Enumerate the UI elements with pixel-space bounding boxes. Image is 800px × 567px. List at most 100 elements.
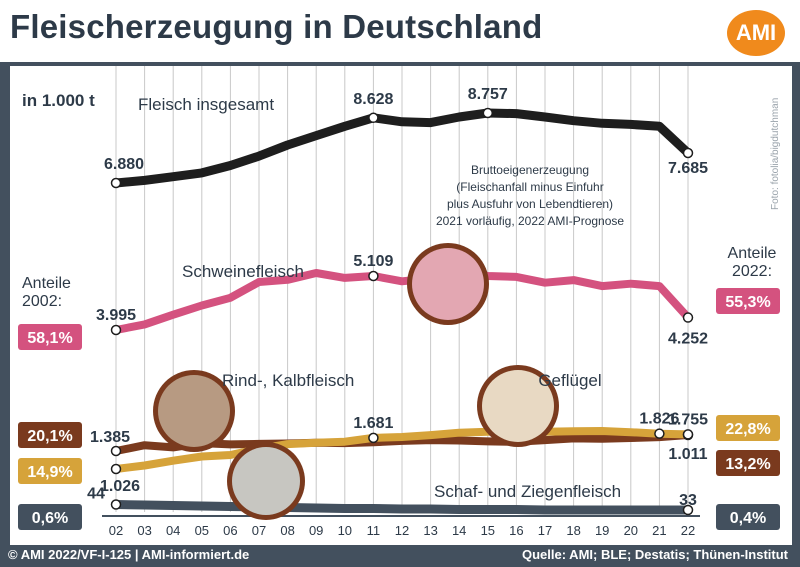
photos [153, 243, 559, 520]
poultry-share-2002-text: 14,9% [27, 464, 72, 481]
x-tick-label: 05 [195, 523, 209, 538]
beef-series-name: Rind-, Kalbfleisch [222, 371, 354, 390]
pork-share-2002-text: 58,1% [27, 330, 72, 347]
x-tick-label: 10 [338, 523, 352, 538]
pork-point-marker [682, 312, 694, 323]
total-line [111, 108, 693, 188]
chart-text: Fleisch insgesamt Schweinefleisch Rind-, K… [22, 91, 777, 501]
x-tick-label: 17 [538, 523, 552, 538]
data-label: 8.628 [353, 91, 393, 108]
data-label: 5.109 [353, 253, 393, 270]
pork-series-name: Schweinefleisch [182, 262, 304, 281]
total-point-marker [368, 112, 379, 124]
sheep-share-2002-badge [18, 504, 82, 530]
chicken-photo [482, 370, 554, 442]
poultry-series-name: Geflügel [538, 371, 601, 390]
x-tick-label: 15 [481, 523, 495, 538]
header: Fleischerzeugung in Deutschland AMI [0, 0, 800, 62]
sheep-line [111, 500, 693, 515]
photo-credit: Foto: fotolia/bigdutchman [770, 97, 781, 210]
pork-share-2022-text: 55,3% [725, 294, 770, 311]
data-label: 1.026 [100, 478, 140, 495]
beef-share-2002-badge [18, 422, 82, 448]
shares-2002-heading: Anteile [22, 275, 71, 292]
shares-2022-heading: Anteile [728, 245, 777, 262]
x-tick-labels: 02 03 04 05 06 07 08 09 10 11 12 13 14 15 16 17 18 19 20 21… [109, 523, 695, 538]
pork-point-marker [368, 270, 379, 282]
chart-panel: 6.880 8.628 8.757 7.685 3.995 5.109 4.252 1.385… [10, 66, 792, 545]
pork-share-2002-badge [18, 324, 82, 350]
poultry-point-marker [654, 428, 665, 439]
x-tick-label: 04 [166, 523, 180, 538]
shares-2002-heading: 2002: [22, 293, 62, 310]
footer-source: Quelle: AMI; BLE; Destatis; Thünen-Insti… [521, 547, 788, 562]
beef-share-2002-text: 20,1% [27, 428, 72, 445]
total-point-marker [682, 147, 694, 159]
data-label: 6.880 [104, 156, 144, 173]
data-label: 1.681 [353, 415, 393, 432]
poultry-point-marker [110, 463, 122, 475]
x-tick-label: 14 [452, 523, 466, 538]
beef-point-marker [110, 445, 122, 457]
pork-line [112, 267, 692, 334]
data-label: 8.757 [468, 86, 508, 103]
footer-copyright: © AMI 2022/VF-I-125 | AMI-informiert.de [8, 547, 250, 562]
sheep-share-2022-badge [716, 504, 780, 530]
beef-share-2022-text: 13,2% [725, 456, 770, 473]
x-tick-label: 03 [137, 523, 151, 538]
x-tick-label: 06 [223, 523, 237, 538]
x-tick-label: 16 [509, 523, 523, 538]
share-badges: 58,1% 55,3% 20,1% 13,2% 14,9% 22,8% 0,6% 0,4% [18, 288, 780, 530]
x-tick-label: 11 [367, 523, 381, 538]
page-title: Fleischerzeugung in Deutschland [10, 8, 543, 45]
x-tick-label: 19 [595, 523, 609, 538]
x-tick-label: 08 [280, 523, 294, 538]
pork-share-2022-badge [716, 288, 780, 314]
poultry-share-2002-badge [18, 458, 82, 484]
data-label: 7.685 [668, 160, 708, 177]
data-label: 3.995 [96, 307, 136, 324]
total-point-marker [482, 107, 494, 119]
total-point-marker [110, 177, 122, 189]
sheep-point-marker [110, 499, 122, 510]
logo-text: AMI [735, 20, 777, 45]
note-line: (Fleischanfall minus Einfuhr [456, 180, 603, 194]
ami-logo: AMI [727, 10, 785, 56]
data-label: 1.385 [90, 429, 130, 446]
poultry-share-2022-text: 22,8% [725, 421, 770, 438]
x-tick-label: 21 [652, 523, 666, 538]
beef-share-2022-badge [716, 450, 780, 476]
data-label: 44 [87, 486, 105, 503]
sheep-share-2022-text: 0,4% [730, 510, 766, 527]
note-line: 2021 vorläufig, 2022 AMI-Prognose [436, 214, 624, 228]
x-tick-label: 07 [252, 523, 266, 538]
sheep-series-name: Schaf- und Ziegenfleisch [434, 482, 621, 501]
data-label: 4.252 [668, 331, 708, 348]
note-line: plus Ausfuhr von Lebendtieren) [447, 197, 613, 211]
x-tick-label: 22 [681, 523, 695, 538]
line-chart: 6.880 8.628 8.757 7.685 3.995 5.109 4.252 1.385… [18, 66, 780, 538]
poultry-point-marker [368, 432, 379, 444]
x-tick-label: 18 [566, 523, 580, 538]
sheep-point-marker [682, 504, 694, 516]
poultry-line [112, 426, 692, 473]
data-label: 1.755 [668, 411, 708, 428]
data-label: 1.011 [668, 446, 707, 463]
unit-label: in 1.000 t [22, 91, 95, 110]
poultry-share-2022-badge [716, 415, 780, 441]
pork-point-marker [110, 324, 122, 336]
data-label: 1.826 [639, 411, 679, 428]
pig-photo [412, 248, 484, 320]
x-tick-label: 20 [624, 523, 638, 538]
sheep-share-2002-text: 0,6% [32, 510, 68, 527]
x-tick-label: 13 [423, 523, 437, 538]
data-label: 33 [679, 492, 697, 509]
poultry-point-marker [682, 429, 694, 440]
data-labels: 6.880 8.628 8.757 7.685 3.995 5.109 4.252 1.385… [87, 86, 708, 509]
cow-photo [158, 375, 230, 447]
sheep-photo [232, 447, 300, 515]
x-tick-label: 02 [109, 523, 123, 538]
x-tick-label: 09 [309, 523, 323, 538]
shares-2022-heading: 2022: [732, 263, 772, 280]
